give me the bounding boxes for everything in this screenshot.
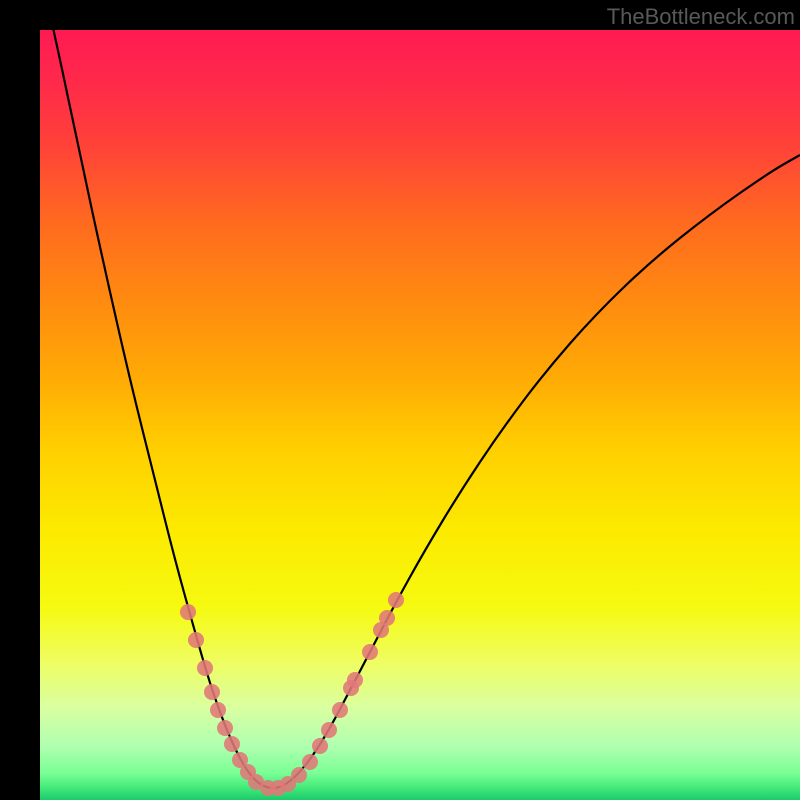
data-marker xyxy=(217,720,233,736)
data-marker xyxy=(321,722,337,738)
chart-svg xyxy=(40,30,800,800)
data-marker xyxy=(302,754,318,770)
data-marker xyxy=(204,684,220,700)
data-marker xyxy=(210,702,226,718)
data-marker xyxy=(197,660,213,676)
data-marker xyxy=(388,592,404,608)
bottleneck-chart xyxy=(40,30,800,800)
data-marker xyxy=(291,767,307,783)
data-marker xyxy=(332,702,348,718)
chart-background xyxy=(40,30,800,800)
data-marker xyxy=(347,672,363,688)
data-marker xyxy=(379,610,395,626)
data-marker xyxy=(180,604,196,620)
data-marker xyxy=(312,738,328,754)
data-marker xyxy=(188,632,204,648)
data-marker xyxy=(362,644,378,660)
data-marker xyxy=(224,736,240,752)
watermark-text: TheBottleneck.com xyxy=(607,4,795,30)
